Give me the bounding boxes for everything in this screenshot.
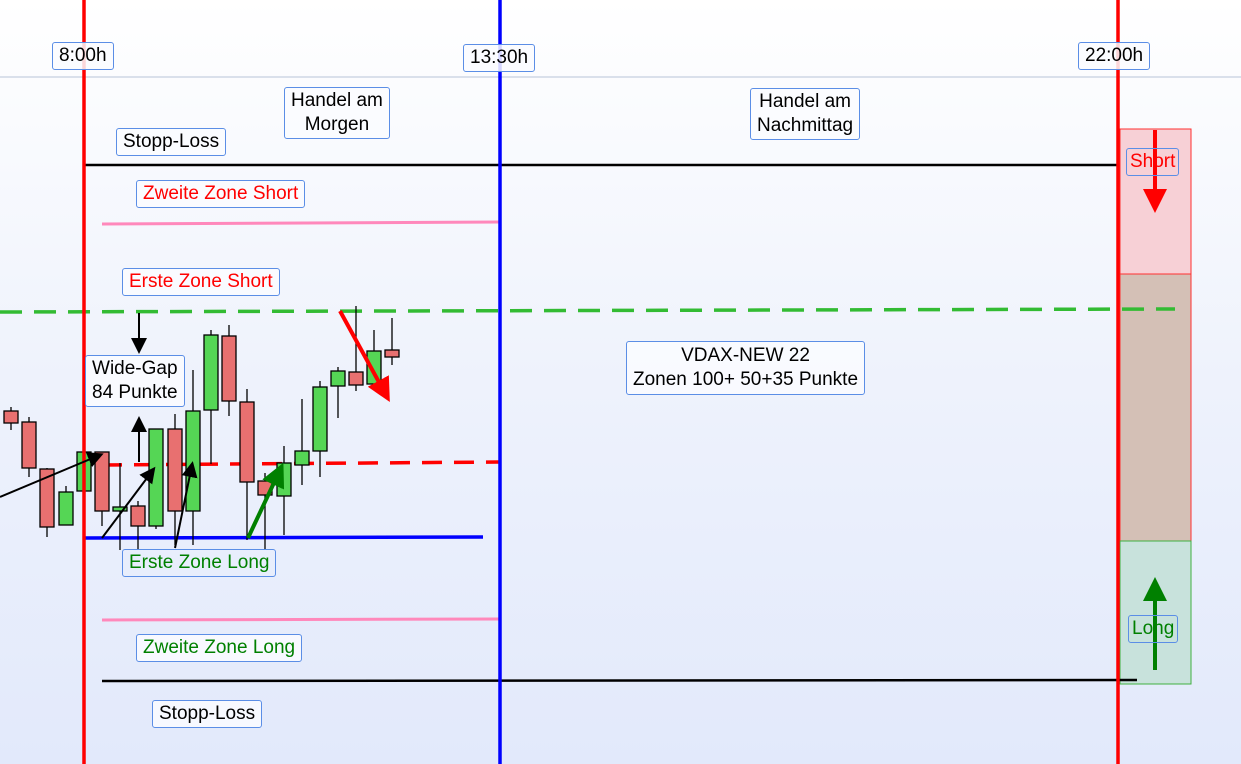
bear-candle xyxy=(130,505,146,527)
wide-gap-label: Wide-Gap 84 Punkte xyxy=(85,355,185,407)
arrow-icon xyxy=(0,452,104,498)
long-arrow-icon xyxy=(246,462,285,539)
bear-candle xyxy=(39,468,55,528)
bull-candle xyxy=(112,506,128,512)
neutral-zone-box xyxy=(1119,273,1192,542)
bull-candle xyxy=(294,450,310,466)
long-label: Long xyxy=(1128,615,1179,643)
bear-candle xyxy=(21,421,37,469)
bull-candle xyxy=(203,334,219,411)
info-line1: VDAX-NEW 22 xyxy=(681,345,810,366)
second-zone-long-line xyxy=(101,617,501,622)
bear-candle xyxy=(3,410,19,424)
afternoon-session-label: Handel am Nachmittag xyxy=(750,88,861,140)
bull-candle xyxy=(58,491,74,526)
second-zone-long-label: Zweite Zone Long xyxy=(136,634,303,662)
first-zone-short-label: Erste Zone Short xyxy=(122,268,280,296)
annotation-arrows xyxy=(0,313,198,549)
bull-candle xyxy=(312,386,328,452)
gap-line2: 84 Punkte xyxy=(92,382,178,403)
bull-candle xyxy=(276,462,292,497)
info-box: VDAX-NEW 22 Zonen 100+ 50+35 Punkte xyxy=(626,341,866,395)
second-zone-short-label: Zweite Zone Short xyxy=(136,180,306,208)
first-zone-short-line xyxy=(0,307,1176,314)
arrow-icon xyxy=(174,461,198,549)
time-label-mid: 13:30h xyxy=(463,44,536,72)
time-label-start: 8:00h xyxy=(52,42,114,70)
bear-candle xyxy=(348,371,364,386)
info-line2: Zonen 100+ 50+35 Punkte xyxy=(633,369,859,390)
time-label-end: 22:00h xyxy=(1078,42,1151,70)
bear-candle xyxy=(167,428,183,512)
bear-candle xyxy=(94,451,110,512)
first-zone-long-line xyxy=(84,535,484,540)
short-label: Short xyxy=(1126,148,1180,176)
bear-candle xyxy=(221,335,237,402)
bull-candle xyxy=(148,428,164,527)
stop-loss-top-label: Stopp-Loss xyxy=(116,128,227,156)
short-arrow-icon xyxy=(338,310,390,403)
morning-session-label: Handel am Morgen xyxy=(284,87,390,139)
bear-candle xyxy=(239,401,255,483)
first-zone-long-label: Erste Zone Long xyxy=(122,549,277,577)
arrow-icon xyxy=(101,466,156,539)
second-zone-short-line xyxy=(101,220,501,226)
bull-candle xyxy=(330,370,346,387)
bear-candle xyxy=(384,349,400,358)
candlestick-series xyxy=(3,306,400,550)
stop-loss-bottom-label: Stopp-Loss xyxy=(152,700,263,728)
bull-candle xyxy=(185,410,201,512)
gap-line1: Wide-Gap xyxy=(92,358,178,379)
stop-loss-bottom-line xyxy=(101,678,1138,683)
